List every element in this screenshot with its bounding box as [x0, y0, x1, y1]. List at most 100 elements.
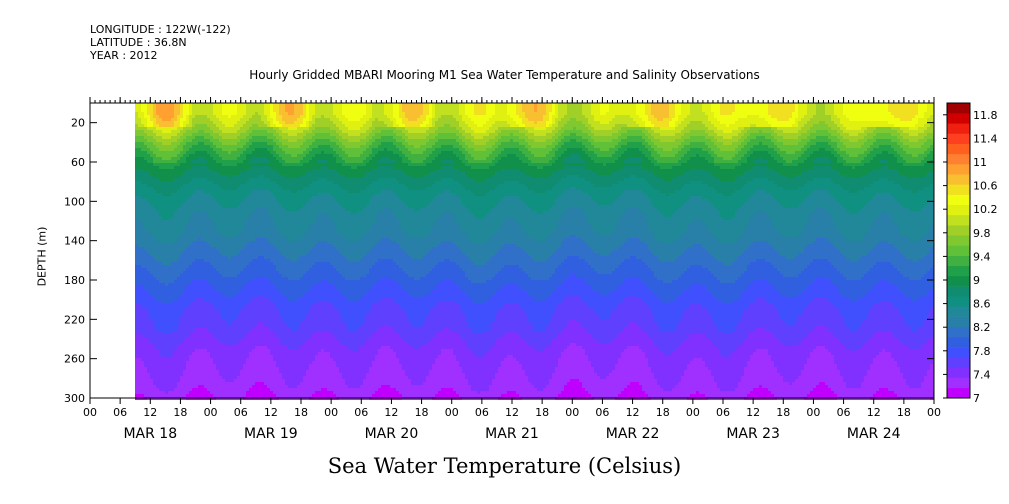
heatmap-cell: [198, 217, 201, 220]
heatmap-cell: [234, 184, 237, 187]
heatmap-cell: [147, 217, 150, 220]
heatmap-cell: [177, 226, 180, 229]
heatmap-cell: [159, 112, 162, 115]
heatmap-cell: [207, 265, 210, 268]
heatmap-cell: [168, 106, 171, 109]
heatmap-cell: [177, 328, 180, 331]
heatmap-cell: [168, 154, 171, 157]
heatmap-cell: [162, 127, 165, 130]
heatmap-cell: [147, 247, 150, 250]
heatmap-cell: [225, 181, 228, 184]
heatmap-cell: [210, 145, 213, 148]
heatmap-cell: [180, 328, 183, 331]
heatmap-cell: [240, 325, 243, 328]
heatmap-cell: [138, 133, 141, 136]
heatmap-cell: [165, 250, 168, 253]
heatmap-cell: [180, 130, 183, 133]
heatmap-cell: [171, 181, 174, 184]
heatmap-cell: [198, 259, 201, 262]
heatmap-cell: [231, 319, 234, 322]
heatmap-cell: [228, 193, 231, 196]
heatmap-cell: [153, 175, 156, 178]
heatmap-cell: [168, 391, 171, 394]
heatmap-cell: [141, 322, 144, 325]
heatmap-cell: [192, 211, 195, 214]
heatmap-cell: [165, 256, 168, 259]
heatmap-cell: [147, 352, 150, 355]
heatmap-cell: [150, 337, 153, 340]
heatmap-cell: [141, 361, 144, 364]
heatmap-cell: [159, 235, 162, 238]
heatmap-cell: [207, 178, 210, 181]
heatmap-cell: [204, 211, 207, 214]
heatmap-cell: [150, 280, 153, 283]
heatmap-cell: [204, 391, 207, 394]
heatmap-cell: [240, 289, 243, 292]
heatmap-cell: [198, 331, 201, 334]
heatmap-cell: [210, 196, 213, 199]
heatmap-cell: [225, 289, 228, 292]
heatmap-cell: [141, 109, 144, 112]
heatmap-cell: [246, 250, 249, 253]
heatmap-cell: [150, 121, 153, 124]
heatmap-cell: [195, 388, 198, 391]
heatmap-cell: [189, 166, 192, 169]
heatmap-cell: [204, 166, 207, 169]
heatmap-cell: [171, 106, 174, 109]
heatmap-cell: [153, 373, 156, 376]
heatmap-cell: [186, 232, 189, 235]
heatmap-cell: [156, 322, 159, 325]
heatmap-cell: [177, 388, 180, 391]
heatmap-cell: [243, 181, 246, 184]
heatmap-cell: [171, 322, 174, 325]
heatmap-cell: [171, 232, 174, 235]
heatmap-cell: [225, 241, 228, 244]
heatmap-cell: [234, 112, 237, 115]
heatmap-cell: [138, 190, 141, 193]
heatmap-cell: [192, 277, 195, 280]
heatmap-cell: [204, 232, 207, 235]
heatmap-cell: [195, 259, 198, 262]
heatmap-cell: [180, 214, 183, 217]
heatmap-cell: [222, 124, 225, 127]
heatmap-cell: [222, 172, 225, 175]
heatmap-cell: [216, 352, 219, 355]
heatmap-cell: [231, 217, 234, 220]
heatmap-cell: [207, 145, 210, 148]
heatmap-cell: [234, 379, 237, 382]
heatmap-cell: [231, 193, 234, 196]
heatmap-cell: [138, 283, 141, 286]
heatmap-cell: [234, 376, 237, 379]
heatmap-cell: [150, 361, 153, 364]
heatmap-cell: [159, 373, 162, 376]
heatmap-cell: [168, 208, 171, 211]
heatmap-cell: [189, 340, 192, 343]
heatmap-cell: [177, 115, 180, 118]
heatmap-cell: [246, 238, 249, 241]
heatmap-cell: [147, 334, 150, 337]
heatmap-cell: [150, 313, 153, 316]
heatmap-cell: [153, 190, 156, 193]
heatmap-cell: [234, 199, 237, 202]
heatmap-cell: [219, 274, 222, 277]
heatmap-cell: [135, 130, 138, 133]
heatmap-cell: [135, 229, 138, 232]
heatmap-cell: [234, 292, 237, 295]
heatmap-cell: [240, 133, 243, 136]
heatmap-cell: [183, 334, 186, 337]
heatmap-cell: [234, 322, 237, 325]
heatmap-cell: [141, 286, 144, 289]
heatmap-cell: [192, 169, 195, 172]
heatmap-cell: [144, 265, 147, 268]
heatmap-cell: [231, 124, 234, 127]
heatmap-cell: [147, 343, 150, 346]
heatmap-cell: [195, 211, 198, 214]
heatmap-cell: [246, 208, 249, 211]
heatmap-cell: [159, 280, 162, 283]
heatmap-cell: [198, 250, 201, 253]
heatmap-cell: [147, 304, 150, 307]
heatmap-cell: [216, 235, 219, 238]
heatmap-cell: [213, 232, 216, 235]
heatmap-cell: [183, 349, 186, 352]
